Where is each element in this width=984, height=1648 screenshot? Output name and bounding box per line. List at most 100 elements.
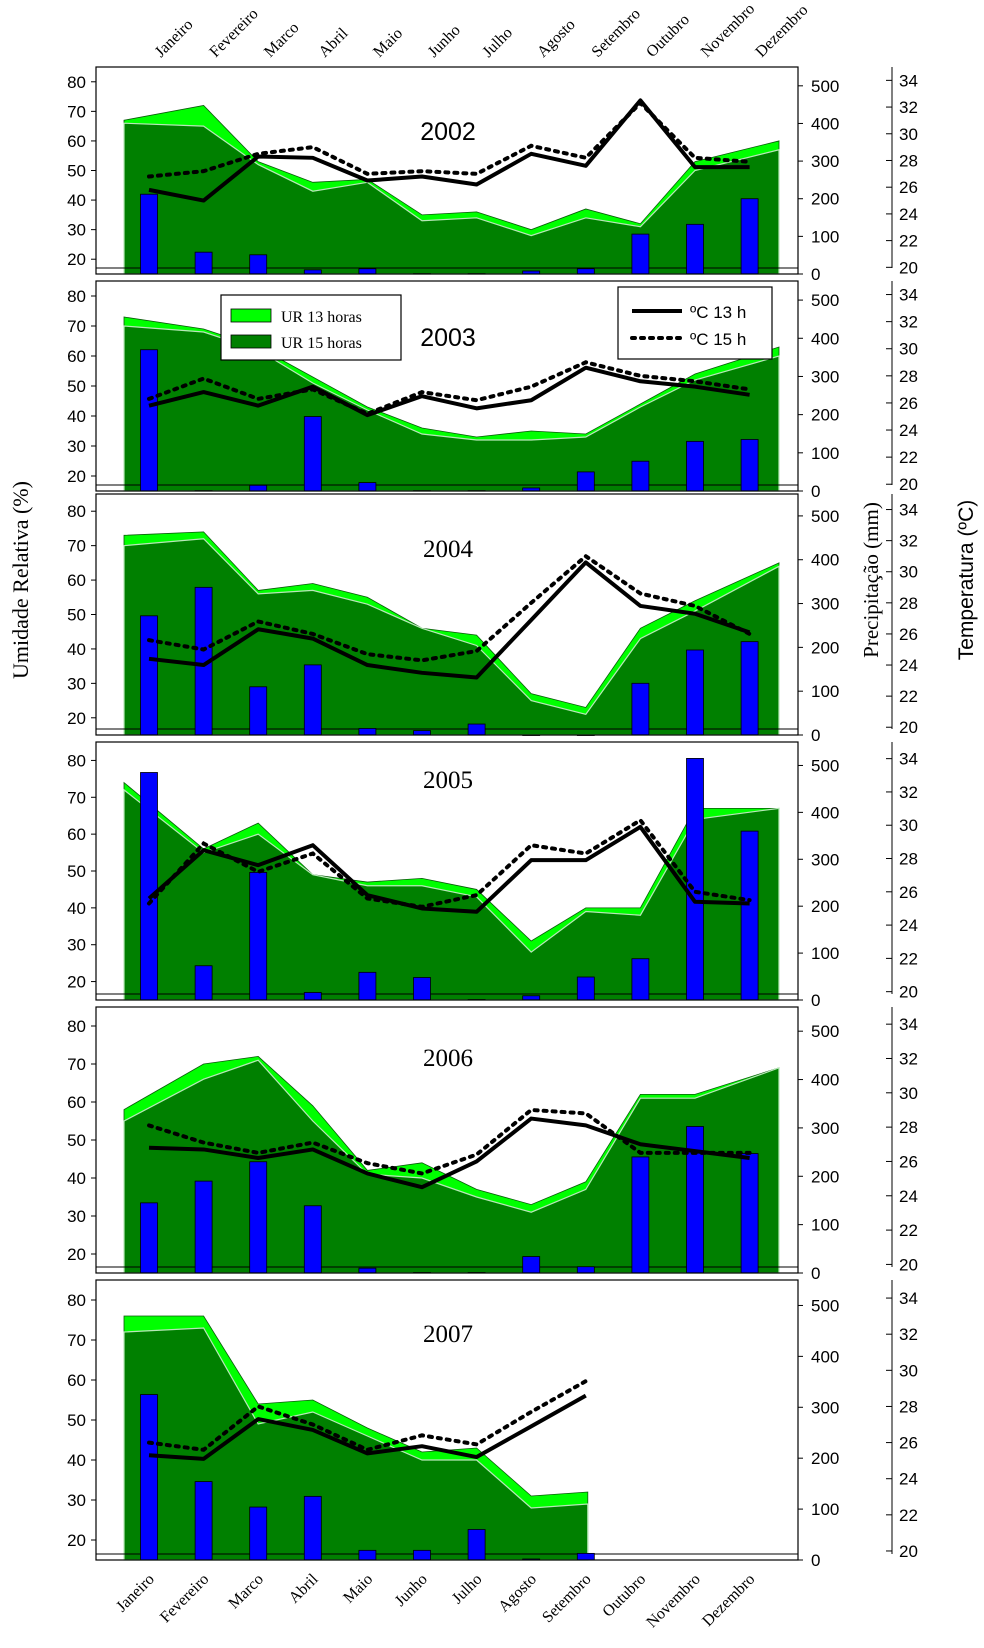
- precip-tick-label: 200: [811, 190, 839, 209]
- rh-tick-label: 30: [67, 936, 86, 955]
- precip-tick-label: 300: [811, 367, 839, 386]
- rh-tick-label: 80: [67, 287, 86, 306]
- month-label-bottom: Dezembro: [699, 1571, 758, 1630]
- precip-bar-2007-2: [249, 1506, 268, 1561]
- precip-bar-2006-2: [249, 1161, 268, 1274]
- rh-tick-label: 40: [67, 407, 86, 426]
- temp-tick-label: 24: [899, 205, 918, 224]
- precip-bar-2004-9: [631, 682, 650, 736]
- precip-tick-label: 100: [811, 944, 839, 963]
- legend-t13-label: ºC 13 h: [690, 303, 746, 322]
- precip-tick-label: 100: [811, 1216, 839, 1235]
- precip-bar-2005-11: [740, 830, 759, 1001]
- rh15-area-2005: [123, 788, 780, 1001]
- precip-bar-2004-2: [249, 686, 268, 736]
- precip-bar-2002-2: [249, 254, 268, 275]
- precip-tick-label: 500: [811, 507, 839, 526]
- rh-tick-label: 70: [67, 1331, 86, 1350]
- month-label-top: Dezembro: [752, 2, 811, 61]
- precip-bar-2003-4: [358, 482, 377, 492]
- precip-tick-label: 0: [811, 482, 820, 501]
- temp-tick-label: 22: [899, 448, 918, 467]
- precip-bar-2002-0: [140, 193, 158, 275]
- month-label-bottom: Agosto: [495, 1571, 540, 1616]
- precip-bar-2005-10: [686, 758, 704, 1001]
- rh-tick-label: 30: [67, 221, 86, 240]
- precip-bar-2005-7: [522, 995, 541, 1001]
- rh-tick-label: 70: [67, 1055, 86, 1074]
- temp-tick-label: 26: [899, 178, 918, 197]
- temp-tick-label: 22: [899, 1221, 918, 1240]
- precip-bar-2005-5: [413, 977, 431, 1001]
- legend-rh13-swatch: [230, 308, 272, 323]
- precip-bar-2002-10: [686, 223, 704, 275]
- precip-bar-2004-10: [686, 649, 704, 736]
- rh-tick-label: 50: [67, 377, 86, 396]
- precip-tick-label: 400: [811, 551, 839, 570]
- precip-bar-2004-0: [140, 615, 158, 736]
- precip-bar-2006-3: [303, 1205, 322, 1274]
- precip-bar-2007-6: [467, 1529, 486, 1561]
- precip-tick-label: 500: [811, 77, 839, 96]
- t15-line-2005: [147, 817, 752, 909]
- month-label-bottom: Outubro: [599, 1571, 649, 1621]
- rh-tick-label: 40: [67, 640, 86, 659]
- rh-tick-label: 20: [67, 467, 86, 486]
- t15-line-2004: [147, 553, 752, 663]
- rh-tick-label: 60: [67, 1371, 86, 1390]
- rh15-area-2004: [123, 538, 780, 736]
- month-label-top: Outubro: [643, 11, 693, 61]
- temp-tick-label: 20: [899, 1255, 918, 1274]
- rh-tick-label: 80: [67, 751, 86, 770]
- temp-tick-label: 24: [899, 656, 918, 675]
- year-label-2007: 2007: [423, 1321, 473, 1348]
- rh-tick-label: 20: [67, 1245, 86, 1264]
- rh-tick-label: 50: [67, 1131, 86, 1150]
- precip-bar-2002-8: [576, 268, 595, 275]
- precip-bar-2003-0: [140, 349, 158, 492]
- precip-tick-label: 0: [811, 726, 820, 745]
- precip-bar-2004-3: [303, 664, 322, 736]
- year-label-2003: 2003: [420, 324, 476, 352]
- t13-line-2003: [148, 365, 750, 418]
- precip-bar-2003-10: [686, 440, 704, 492]
- t15-line-2006: [147, 1107, 752, 1176]
- month-label-top: Abril: [316, 25, 352, 61]
- temp-tick-label: 34: [899, 501, 918, 520]
- month-label-bottom: Maio: [340, 1571, 376, 1607]
- precip-bar-2003-11: [740, 439, 759, 492]
- rh-tick-label: 80: [67, 502, 86, 521]
- legend-temp-box: [617, 286, 773, 360]
- precip-bar-2005-9: [631, 958, 650, 1001]
- precip-bar-2007-5: [413, 1549, 431, 1561]
- temp-tick-label: 26: [899, 394, 918, 413]
- temp-tick-label: 30: [899, 1361, 918, 1380]
- month-label-top: Marco: [261, 19, 303, 61]
- rh-tick-label: 50: [67, 606, 86, 625]
- temp-tick-label: 20: [899, 718, 918, 737]
- temp-tick-label: 34: [899, 71, 918, 90]
- rh-tick-label: 30: [67, 674, 86, 693]
- rh-tick-label: 40: [67, 899, 86, 918]
- precip-bar-2007-0: [140, 1394, 158, 1561]
- legend-rh-box: [220, 294, 402, 361]
- precip-bar-2002-4: [358, 268, 377, 275]
- temp-tick-label: 26: [899, 1152, 918, 1171]
- temp-tick-label: 20: [899, 1542, 918, 1561]
- precip-tick-label: 500: [811, 1022, 839, 1041]
- temp-tick-label: 22: [899, 232, 918, 251]
- rh-tick-label: 80: [67, 1291, 86, 1310]
- temp-tick-label: 34: [899, 1289, 918, 1308]
- precip-tick-label: 200: [811, 897, 839, 916]
- temp-tick-label: 30: [899, 1084, 918, 1103]
- temp-tick-label: 24: [899, 916, 918, 935]
- rh-tick-label: 80: [67, 73, 86, 92]
- precip-bar-2006-4: [358, 1267, 377, 1274]
- month-label-top: Junho: [425, 22, 464, 61]
- temp-tick-label: 20: [899, 983, 918, 1002]
- precip-bar-2006-0: [140, 1202, 158, 1274]
- month-label-bottom: Abril: [286, 1570, 322, 1606]
- t15-line-2007: [147, 1379, 588, 1452]
- temp-tick-label: 28: [899, 1397, 918, 1416]
- precip-bar-2005-3: [303, 992, 322, 1001]
